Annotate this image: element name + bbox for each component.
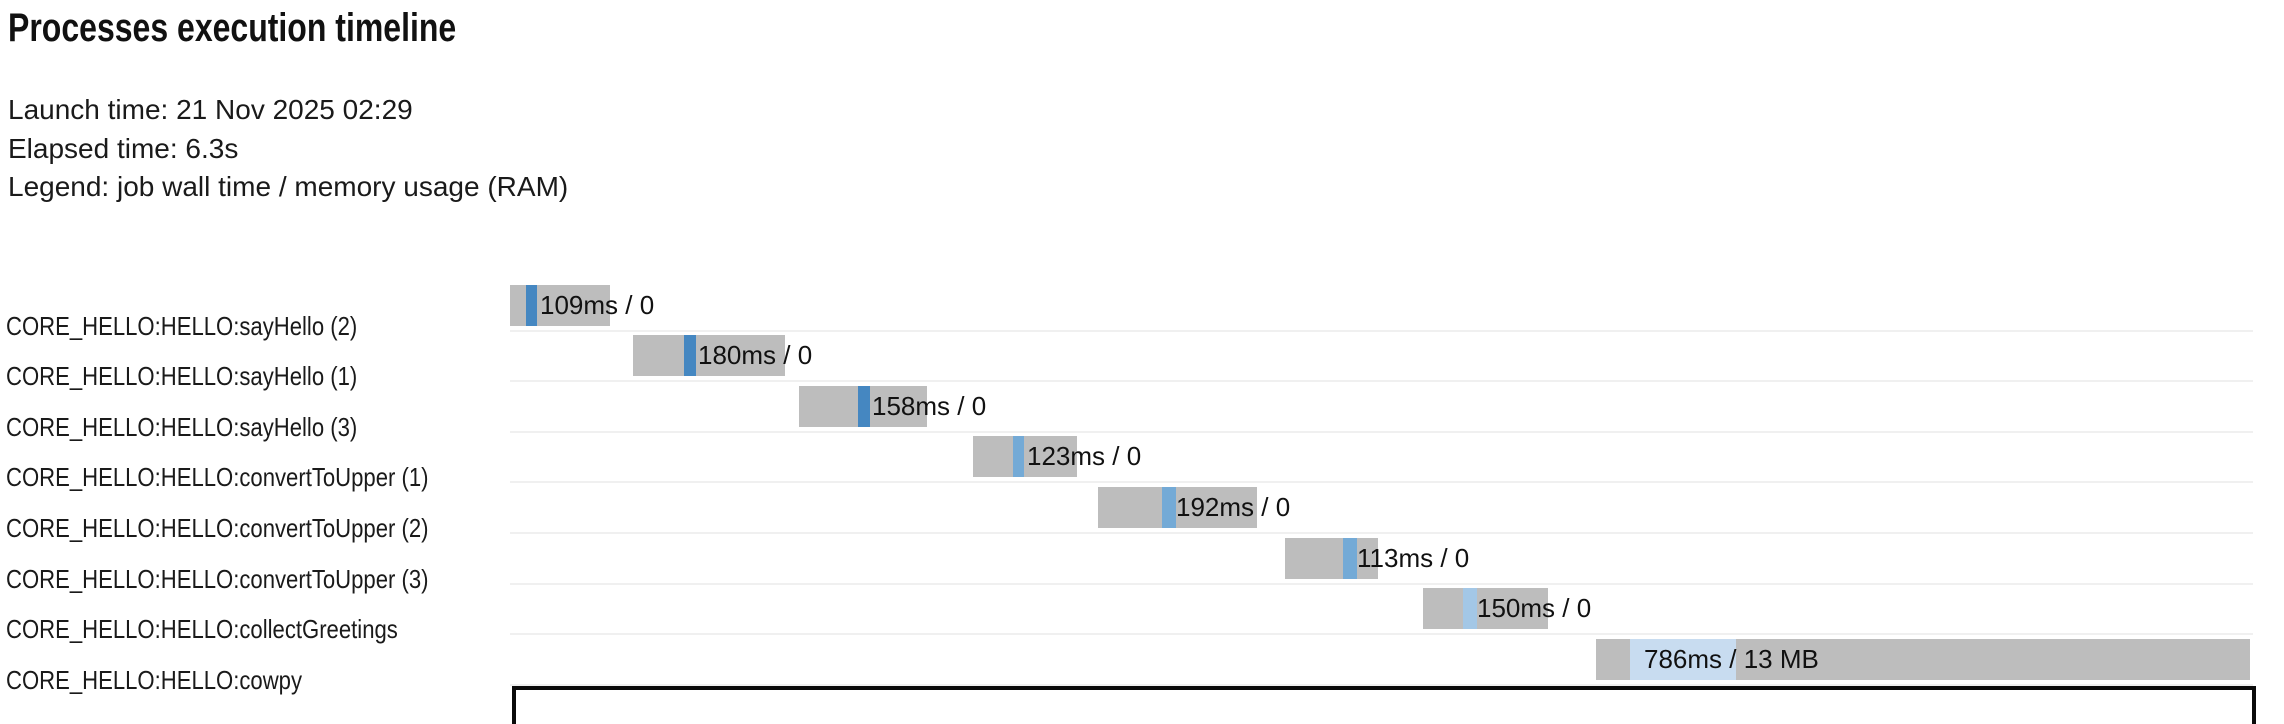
- task-bar: 180ms / 0: [633, 335, 812, 377]
- task-value-label: 150ms / 0: [1477, 593, 1592, 624]
- task-bar: 158ms / 0: [799, 385, 986, 427]
- task-value-label: 113ms / 0: [1357, 542, 1470, 573]
- legend-text: Legend: job wall time / memory usage (RA…: [8, 171, 569, 203]
- row-gridline: [510, 481, 2253, 484]
- elapsed-time-text: Elapsed time: 6.3s: [8, 132, 239, 164]
- task-bar: 150ms / 0: [1423, 588, 1591, 630]
- task-runtime-segment: [1162, 486, 1176, 528]
- row-gridline: [510, 380, 2253, 383]
- task-bar: 123ms / 0: [973, 436, 1141, 478]
- row-gridline: [510, 329, 2253, 332]
- task-bar: 109ms / 0: [510, 284, 654, 326]
- task-value-label: 786ms / 13 MB: [1644, 643, 1819, 674]
- row-gridline: [510, 633, 2253, 636]
- row-gridline: [510, 532, 2253, 534]
- process-label: CORE_HELLO:HELLO:sayHello (2): [6, 310, 358, 341]
- row-gridline: [510, 683, 2253, 686]
- task-bar: 113ms / 0: [1285, 537, 1469, 579]
- task-value-label: 192ms / 0: [1176, 491, 1291, 522]
- task-runtime-segment: [526, 284, 537, 326]
- task-value-label: 180ms / 0: [698, 340, 813, 371]
- task-runtime-segment: [1630, 638, 1736, 680]
- process-label: CORE_HELLO:HELLO:sayHello (3): [6, 411, 358, 442]
- process-label: CORE_HELLO:HELLO:convertToUpper (3): [6, 563, 429, 594]
- row-gridline: [510, 582, 2253, 585]
- row-gridline: [510, 430, 2253, 433]
- task-runtime-segment: [1463, 588, 1477, 630]
- task-runtime-segment: [1013, 436, 1024, 478]
- task-bar: 192ms / 0: [1098, 486, 1290, 528]
- process-label: CORE_HELLO:HELLO:convertToUpper (2): [6, 513, 429, 543]
- task-value-label: 109ms / 0: [540, 289, 655, 320]
- report-meta: Launch time: 21 Nov 2025 02:29 Elapsed t…: [8, 91, 568, 207]
- task-runtime-segment: [1343, 537, 1357, 579]
- task-runtime-segment: [858, 385, 870, 427]
- section-box: [512, 686, 2256, 724]
- process-label: CORE_HELLO:HELLO:collectGreetings: [6, 614, 398, 645]
- process-label: CORE_HELLO:HELLO:cowpy: [6, 664, 303, 695]
- task-runtime-segment: [684, 335, 696, 377]
- task-value-label: 158ms / 0: [872, 390, 987, 421]
- launch-time-text: Launch time: 21 Nov 2025 02:29: [8, 94, 413, 125]
- task-value-label: 123ms / 0: [1027, 441, 1142, 472]
- process-label: CORE_HELLO:HELLO:sayHello (1): [6, 361, 358, 392]
- process-label: CORE_HELLO:HELLO:convertToUpper (1): [6, 462, 429, 493]
- page-title: Processes execution timeline: [8, 6, 457, 50]
- task-bar: 786ms / 13 MB: [1596, 638, 2250, 680]
